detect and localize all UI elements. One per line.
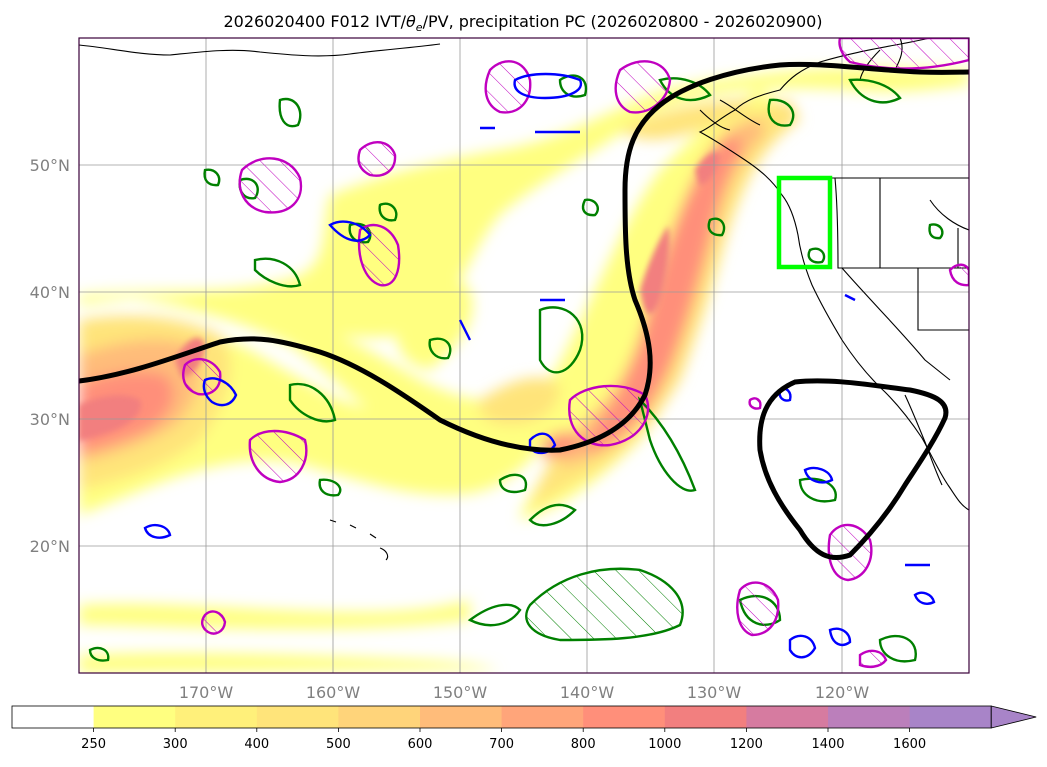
lon-tick-label: 150°W [433, 683, 488, 702]
colorbar-segment [338, 706, 421, 728]
colorbar-tick-label: 250 [81, 737, 106, 752]
longitude-ticks: 170°W 160°W 150°W 140°W 130°W 120°W [179, 683, 870, 702]
lon-tick-label: 120°W [815, 683, 870, 702]
lon-tick-label: 140°W [560, 683, 615, 702]
lat-tick-label: 30°N [30, 410, 70, 429]
latitude-ticks: 50°N 40°N 30°N 20°N [30, 156, 70, 556]
pv-negative-contours [143, 72, 936, 659]
lon-tick-label: 170°W [179, 683, 234, 702]
lat-tick-label: 20°N [30, 537, 70, 556]
colorbar: 250 300 400 500 600 700 800 1000 1200 1400 1600 [11, 705, 1037, 752]
lon-tick-label: 130°W [687, 683, 742, 702]
colorbar-segment [420, 706, 503, 728]
colorbar-segment [746, 706, 829, 728]
colorbar-segment [501, 706, 584, 728]
colorbar-tick-label: 400 [244, 737, 269, 752]
grid-lines [79, 38, 969, 673]
colorbar-segment [664, 706, 747, 728]
lon-tick-label: 160°W [306, 683, 361, 702]
colorbar-tick-label: 1200 [730, 737, 763, 752]
theta-contours [88, 74, 944, 663]
colorbar-segment [12, 706, 95, 728]
map-border [78, 37, 970, 674]
colorbar-tick-label: 600 [408, 737, 433, 752]
colorbar-segment [828, 706, 911, 728]
figure-title: 2026020400 F012 IVT/θe/PV, precipitation… [223, 12, 822, 34]
colorbar-extend-triangle [990, 705, 1037, 729]
colorbar-segment [175, 706, 258, 728]
map-panel [78, 37, 970, 674]
colorbar-tick-label: 500 [326, 737, 351, 752]
colorbar-tick-label: 1000 [648, 737, 681, 752]
colorbar-tick-label: 300 [163, 737, 188, 752]
lat-tick-label: 50°N [30, 156, 70, 175]
jet-line [79, 61, 969, 561]
islands [79, 43, 441, 561]
colorbar-segment [909, 706, 992, 728]
colorbar-ticks: 250 300 400 500 600 700 800 1000 1200 1400 1600 [81, 728, 926, 752]
colorbar-segments [12, 706, 992, 728]
highlight-box [776, 175, 833, 270]
colorbar-tick-label: 1600 [893, 737, 926, 752]
colorbar-segment [93, 706, 176, 728]
colorbar-segment [583, 706, 666, 728]
colorbar-tick-label: 1400 [811, 737, 844, 752]
colorbar-tick-label: 700 [489, 737, 514, 752]
colorbar-tick-label: 800 [571, 737, 596, 752]
lat-tick-label: 40°N [30, 283, 70, 302]
colorbar-segment [256, 706, 339, 728]
